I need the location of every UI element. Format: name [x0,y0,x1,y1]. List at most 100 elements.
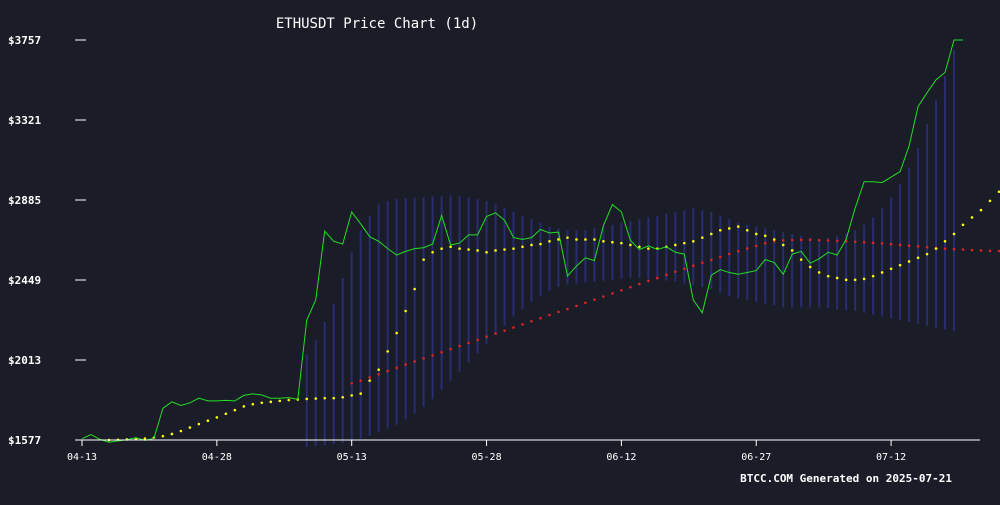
fast-ma-point [961,223,965,227]
fast-ma-point [647,247,650,250]
fast-ma-point [736,225,740,228]
fast-ma-point [871,274,875,278]
x-tick-label: 06-12 [606,452,636,463]
slow-ma-point [862,240,866,244]
fast-ma-point [314,397,318,400]
fast-ma-point [763,234,767,238]
fast-ma-point [503,248,506,251]
slow-ma-point [727,252,731,256]
fast-ma-point [413,287,416,291]
fast-ma-point [161,434,165,438]
y-tick-label: $3321 [8,114,41,127]
fast-ma-point [530,243,533,247]
fast-ma-point [206,419,210,423]
slow-ma-point [925,245,929,249]
slow-ma-point [620,288,623,292]
slow-ma-point [754,244,758,248]
price-line [81,39,963,443]
fast-ma-point [188,426,192,429]
fast-ma-point [422,258,425,261]
price-layer [81,39,963,443]
slow-ma-point [593,298,596,301]
fast-ma-point [754,232,758,236]
slow-ma-point [458,344,461,348]
slow-ma-point [512,326,515,329]
fast-ma-point [512,247,515,250]
slow-ma-point [548,313,551,317]
fast-ma-point [494,249,497,252]
slow-ma-point [665,273,668,277]
fast-ma-point [431,250,434,254]
slow-ma-point [656,276,659,280]
slow-ma-point [647,279,650,283]
slow-ma-point [494,332,497,335]
fast-ma-point [844,278,848,282]
slow-ma-point [503,329,506,332]
slow-ma-point [422,357,425,360]
fast-ma-point [692,239,695,243]
fast-ma-point [826,274,830,278]
slow-ma-point [898,243,902,247]
fast-ma-point [979,208,983,212]
slow-ma-point [674,270,677,274]
slow-ma-point [952,247,956,251]
fast-ma-point [817,271,821,274]
slow-ma-point [943,247,947,250]
slow-ma-point [826,239,830,242]
slow-ma-point [557,310,560,314]
chart-title: ETHUSDT Price Chart (1d) [276,16,478,32]
fast-ma-point [332,396,336,400]
fast-ma-point [925,252,929,256]
fast-ma-point [853,278,857,282]
slow-ma-point [781,239,785,242]
slow-ma-point [889,242,893,246]
slow-ma-point [988,249,992,253]
slow-ma-point [467,341,470,345]
fast-ma-point [970,216,974,219]
slow-ma-point [835,239,839,243]
fast-ma-point [449,245,452,249]
fast-ma-point [539,242,542,246]
slow-ma-point [979,249,983,252]
slow-ma-point [350,382,353,385]
x-tick-label: 06-27 [741,452,771,463]
band-layer [305,50,956,447]
footer-text: BTCC.COM Generated on 2025-07-21 [740,472,952,485]
y-tick-label: $2013 [8,354,41,367]
fast-ma-point [727,227,731,230]
fast-ma-point [709,232,713,236]
fast-ma-point [197,422,201,426]
fast-ma-point [215,416,219,419]
fast-ma-point [404,309,407,313]
slow-ma-point [440,350,443,354]
slow-ma-point [961,248,965,251]
fast-ma-point [350,394,353,397]
y-tick-label: $2885 [8,194,41,207]
slow-ma-point [701,261,704,265]
fast-ma-point [359,392,362,395]
slow-ma-point [790,238,794,242]
fast-ma-point [593,238,596,241]
fast-ma-point [907,260,911,263]
slow-ma-point [907,244,911,247]
slow-ma-layer [350,238,1000,385]
slow-ma-point [368,376,371,379]
slow-ma-point [584,301,587,305]
slow-ma-point [709,258,713,262]
fast-ma-point [862,277,866,281]
slow-ma-point [431,354,434,357]
slow-ma-point [772,239,776,243]
fast-ma-point [251,402,255,406]
slow-ma-point [530,319,533,323]
slow-ma-point [359,379,362,383]
fast-ma-point [584,238,587,241]
slow-ma-point [629,285,632,289]
slow-ma-point [476,338,479,342]
fast-ma-point [143,437,147,440]
fast-ma-point [521,245,524,249]
x-axis: 04-13 04-28 05-13 05-28 06-12 06-27 07-12 [67,440,906,463]
x-tick-label: 04-13 [67,452,97,463]
fast-ma-point [179,429,183,433]
fast-ma-point [835,276,839,280]
